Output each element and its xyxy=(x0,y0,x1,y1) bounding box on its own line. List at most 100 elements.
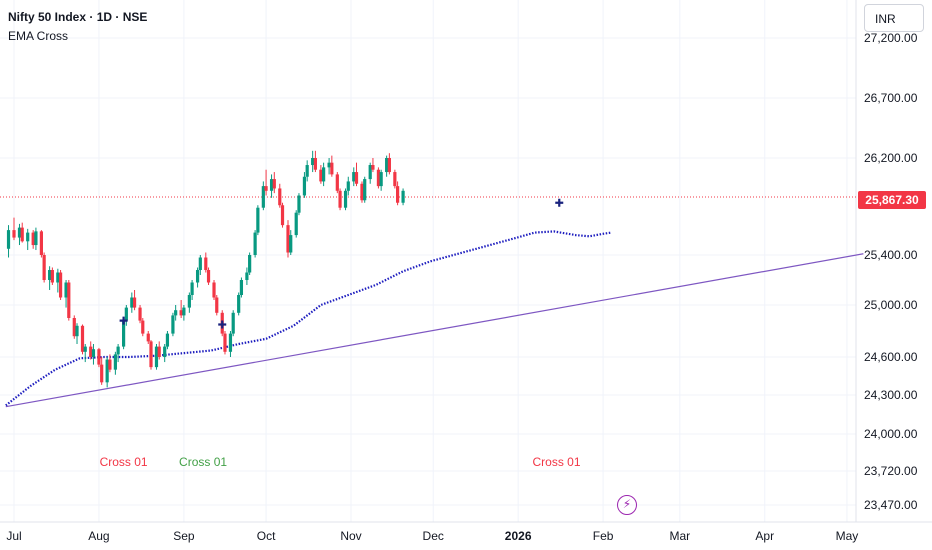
candle-body xyxy=(105,359,109,383)
x-tick-label: Nov xyxy=(340,529,361,543)
candle-body xyxy=(165,333,170,347)
cross-label: Cross 01 xyxy=(100,455,148,469)
y-tick-label: 27,200.00 xyxy=(864,31,918,45)
candle-body xyxy=(26,232,30,242)
cross-label: Cross 01 xyxy=(533,455,581,469)
candle-body xyxy=(108,359,112,370)
x-tick-label: Jul xyxy=(6,529,21,543)
candle-body xyxy=(89,346,93,357)
candle-body xyxy=(83,346,87,352)
candle-body xyxy=(354,172,359,184)
candle-body xyxy=(182,307,186,316)
candle-body xyxy=(97,349,101,365)
candle-body xyxy=(387,158,391,173)
candle-body xyxy=(80,325,85,352)
candle-body xyxy=(346,181,350,191)
candle-body xyxy=(311,158,315,166)
candle-body xyxy=(223,333,227,352)
y-tick-label: 24,600.00 xyxy=(864,350,918,364)
candle-body xyxy=(368,165,372,180)
candle-body xyxy=(269,179,274,191)
x-tick-label: 2026 xyxy=(505,529,532,543)
candle-body xyxy=(330,162,334,175)
candle-body xyxy=(261,186,265,208)
x-tick-label: Feb xyxy=(593,529,614,543)
candle-body xyxy=(360,183,364,201)
candle-body xyxy=(146,333,150,342)
candle-body xyxy=(138,307,142,321)
candle-body xyxy=(91,349,96,357)
candle-body xyxy=(187,295,191,308)
symbol-title: Nifty 50 Index · 1D · NSE xyxy=(8,10,148,24)
candle-body xyxy=(122,320,126,347)
currency-selector[interactable]: INR xyxy=(864,4,924,32)
y-tick-label: 23,470.00 xyxy=(864,498,918,512)
candle-body xyxy=(245,272,249,280)
candle-body xyxy=(396,186,400,203)
candle-body xyxy=(278,188,282,206)
candle-body xyxy=(231,312,235,334)
y-tick-label: 25,000.00 xyxy=(864,298,918,312)
trend-line xyxy=(5,253,864,408)
indicator-label: EMA Cross xyxy=(8,29,69,43)
candle-body xyxy=(179,310,183,316)
candle-body xyxy=(322,167,326,182)
candle-body xyxy=(335,174,339,191)
candle-body xyxy=(376,169,381,187)
y-tick-label: 23,720.00 xyxy=(864,464,918,478)
candle-body xyxy=(50,270,54,283)
candle-body xyxy=(215,297,219,313)
y-tick-label: 24,000.00 xyxy=(864,427,918,441)
candle-body xyxy=(190,282,194,295)
candle-body xyxy=(20,227,24,242)
candle-body xyxy=(157,346,161,357)
x-tick-label: May xyxy=(836,529,859,543)
candle-body xyxy=(280,205,285,226)
candle-body xyxy=(379,172,383,187)
candle-body xyxy=(289,235,293,253)
candle-body xyxy=(42,255,46,280)
candle-body xyxy=(17,227,22,238)
candle-body xyxy=(385,158,389,173)
candle-body xyxy=(12,230,16,238)
y-tick-label: 25,400.00 xyxy=(864,248,918,262)
candle-body xyxy=(154,346,159,368)
y-tick-label: 26,700.00 xyxy=(864,91,918,105)
x-tick-label: Apr xyxy=(755,529,774,543)
candle-body xyxy=(237,295,241,313)
candle-body xyxy=(302,176,307,196)
candle-body xyxy=(319,169,323,182)
candle-body xyxy=(297,195,301,213)
candle-body xyxy=(48,270,52,280)
x-tick-label: Mar xyxy=(669,529,690,543)
candle-body xyxy=(204,257,208,270)
candle-body xyxy=(124,307,128,321)
lightning-icon[interactable]: ⚡ xyxy=(617,495,637,515)
candle-body xyxy=(116,346,120,355)
cross-marker xyxy=(218,320,227,329)
y-tick-label: 26,200.00 xyxy=(864,151,918,165)
candle-body xyxy=(305,165,309,177)
candle-body xyxy=(363,179,367,201)
candle-body xyxy=(174,310,178,316)
x-tick-label: Aug xyxy=(88,529,109,543)
candle-body xyxy=(75,325,79,337)
candle-body xyxy=(212,282,216,298)
candle-body xyxy=(195,270,200,283)
candle-body xyxy=(130,297,134,308)
ema-line xyxy=(5,230,612,407)
candle-body xyxy=(256,207,260,233)
candle-body xyxy=(6,230,11,249)
candle-body xyxy=(248,255,252,273)
candle-body xyxy=(401,190,405,203)
candle-body xyxy=(239,280,244,295)
cross-marker xyxy=(119,316,128,325)
candle-body xyxy=(327,162,331,168)
x-tick-label: Oct xyxy=(257,529,276,543)
candle-body xyxy=(272,179,276,189)
candle-body xyxy=(67,282,71,318)
candle-body xyxy=(352,172,356,182)
candle-body xyxy=(58,272,63,298)
candle-body xyxy=(253,232,257,255)
